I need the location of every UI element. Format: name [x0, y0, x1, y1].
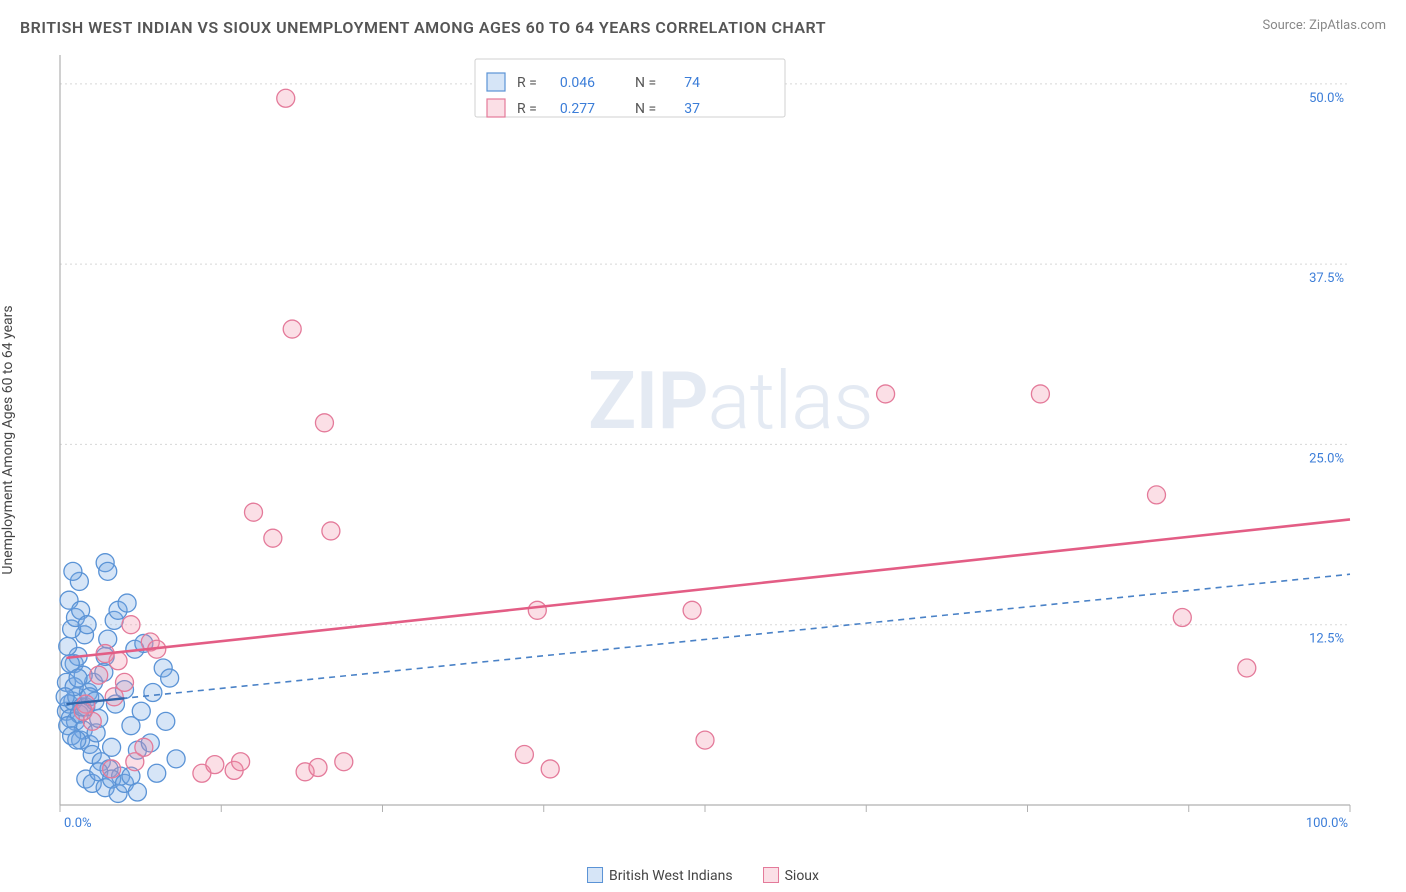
data-point-series-1: [1148, 486, 1166, 504]
data-point-series-1: [528, 601, 546, 619]
data-point-series-0: [64, 562, 82, 580]
legend-label-sioux: Sioux: [785, 868, 819, 884]
x-tick-label-max: 100.0%: [1306, 816, 1348, 831]
data-point-series-1: [232, 753, 250, 771]
data-point-series-0: [157, 712, 175, 730]
legend-item-sioux: Sioux: [763, 867, 819, 884]
data-point-series-1: [683, 601, 701, 619]
legend-item-bwi: British West Indians: [587, 867, 733, 884]
top-legend-r-value-1: 0.277: [560, 101, 595, 117]
source-attribution: Source: ZipAtlas.com: [1262, 18, 1386, 33]
data-point-series-0: [68, 731, 86, 749]
source-prefix: Source:: [1262, 18, 1309, 33]
data-point-series-0: [69, 669, 87, 687]
legend-label-bwi: British West Indians: [609, 868, 733, 884]
y-tick-label: 12.5%: [1309, 632, 1344, 647]
data-point-series-1: [90, 666, 108, 684]
data-point-series-1: [1031, 385, 1049, 403]
data-point-series-1: [74, 702, 92, 720]
data-point-series-1: [1238, 659, 1256, 677]
data-point-series-1: [103, 760, 121, 778]
top-legend-n-label-0: N =: [635, 75, 656, 91]
data-point-series-0: [148, 764, 166, 782]
y-tick-label: 25.0%: [1309, 451, 1344, 466]
data-point-series-1: [322, 522, 340, 540]
top-legend-swatch-1: [487, 99, 505, 117]
top-legend-r-label-0: R =: [517, 75, 537, 91]
y-axis-label: Unemployment Among Ages 60 to 64 years: [0, 305, 16, 574]
data-point-series-1: [515, 746, 533, 764]
data-point-series-1: [122, 616, 140, 634]
data-point-series-0: [161, 669, 179, 687]
data-point-series-0: [144, 684, 162, 702]
data-point-series-1: [1173, 609, 1191, 627]
data-point-series-1: [283, 320, 301, 338]
top-legend-swatch-0: [487, 73, 505, 91]
data-point-series-0: [132, 702, 150, 720]
scatter-chart: 12.5% 25.0% 37.5% 50.0% 0.0% 100.0% R = 0.046 N …: [20, 45, 1360, 835]
data-point-series-1: [877, 385, 895, 403]
trend-line-series-0: [66, 574, 1350, 704]
y-tick-label: 50.0%: [1309, 91, 1344, 106]
top-legend-r-value-0: 0.046: [560, 75, 595, 91]
data-point-series-0: [103, 738, 121, 756]
top-legend-r-label-1: R =: [517, 101, 537, 117]
data-point-series-0: [78, 616, 96, 634]
data-point-series-1: [696, 731, 714, 749]
data-point-series-1: [135, 738, 153, 756]
data-point-series-0: [167, 750, 185, 768]
data-point-series-0: [118, 594, 136, 612]
legend-swatch-sioux: [763, 867, 779, 883]
data-point-series-1: [277, 89, 295, 107]
x-tick-label-min: 0.0%: [64, 816, 92, 831]
bottom-legend: British West Indians Sioux: [587, 867, 819, 884]
top-legend-n-value-0: 74: [684, 75, 700, 91]
data-point-series-0: [99, 562, 117, 580]
data-point-series-0: [59, 637, 77, 655]
source-link[interactable]: ZipAtlas.com: [1309, 18, 1386, 33]
data-point-series-1: [264, 529, 282, 547]
trend-line-series-1: [66, 519, 1350, 657]
data-point-series-1: [541, 760, 559, 778]
chart-container: Unemployment Among Ages 60 to 64 years Z…: [20, 45, 1386, 835]
y-tick-label: 37.5%: [1309, 271, 1344, 286]
top-legend-n-value-1: 37: [684, 101, 700, 117]
data-point-series-1: [315, 414, 333, 432]
top-legend-n-label-1: N =: [635, 101, 656, 117]
legend-swatch-bwi: [587, 867, 603, 883]
data-point-series-1: [116, 673, 134, 691]
chart-title: BRITISH WEST INDIAN VS SIOUX UNEMPLOYMEN…: [20, 18, 826, 37]
data-point-series-1: [245, 503, 263, 521]
data-point-series-0: [128, 783, 146, 801]
data-point-series-1: [206, 756, 224, 774]
data-point-series-1: [309, 759, 327, 777]
data-point-series-1: [335, 753, 353, 771]
